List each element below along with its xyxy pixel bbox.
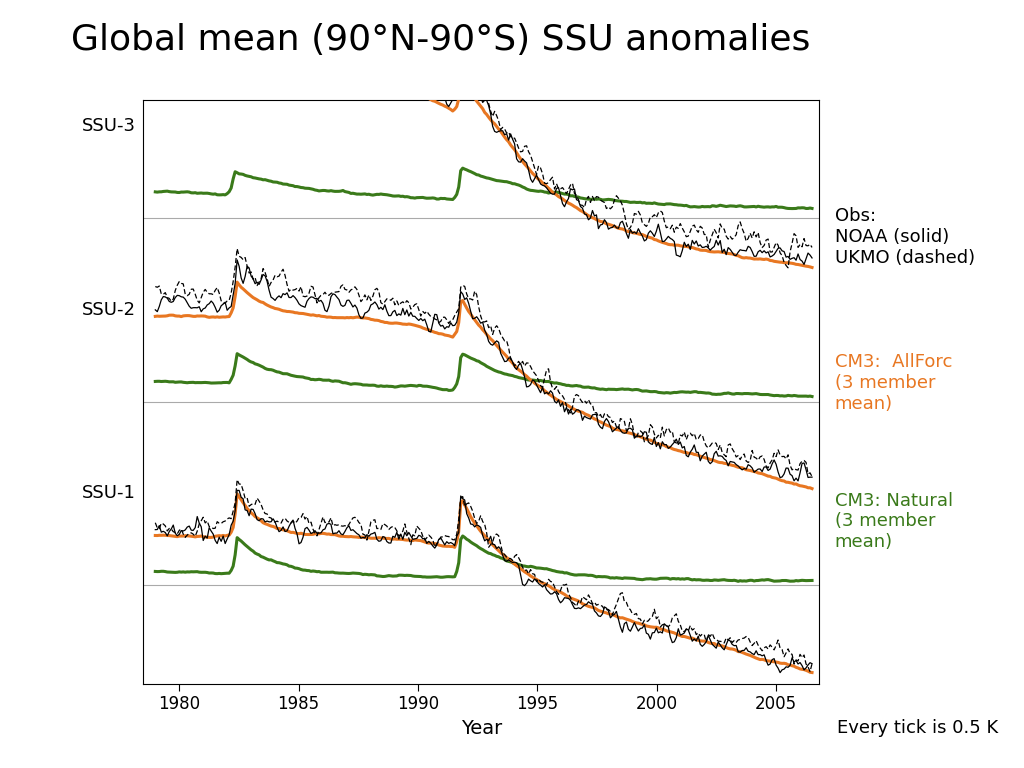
X-axis label: Year: Year [461,719,502,738]
Text: SSU-1: SSU-1 [82,485,136,502]
Text: CM3:  AllForc
(3 member
mean): CM3: AllForc (3 member mean) [835,353,952,413]
Text: CM3: Natural
(3 member
mean): CM3: Natural (3 member mean) [835,492,952,551]
Text: Obs:
NOAA (solid)
UKMO (dashed): Obs: NOAA (solid) UKMO (dashed) [835,207,975,267]
Text: SSU-3: SSU-3 [82,117,136,135]
Text: Every tick is 0.5 K: Every tick is 0.5 K [838,720,998,737]
Text: SSU-2: SSU-2 [82,301,136,319]
Text: Global mean (90°N-90°S) SSU anomalies: Global mean (90°N-90°S) SSU anomalies [71,23,810,57]
